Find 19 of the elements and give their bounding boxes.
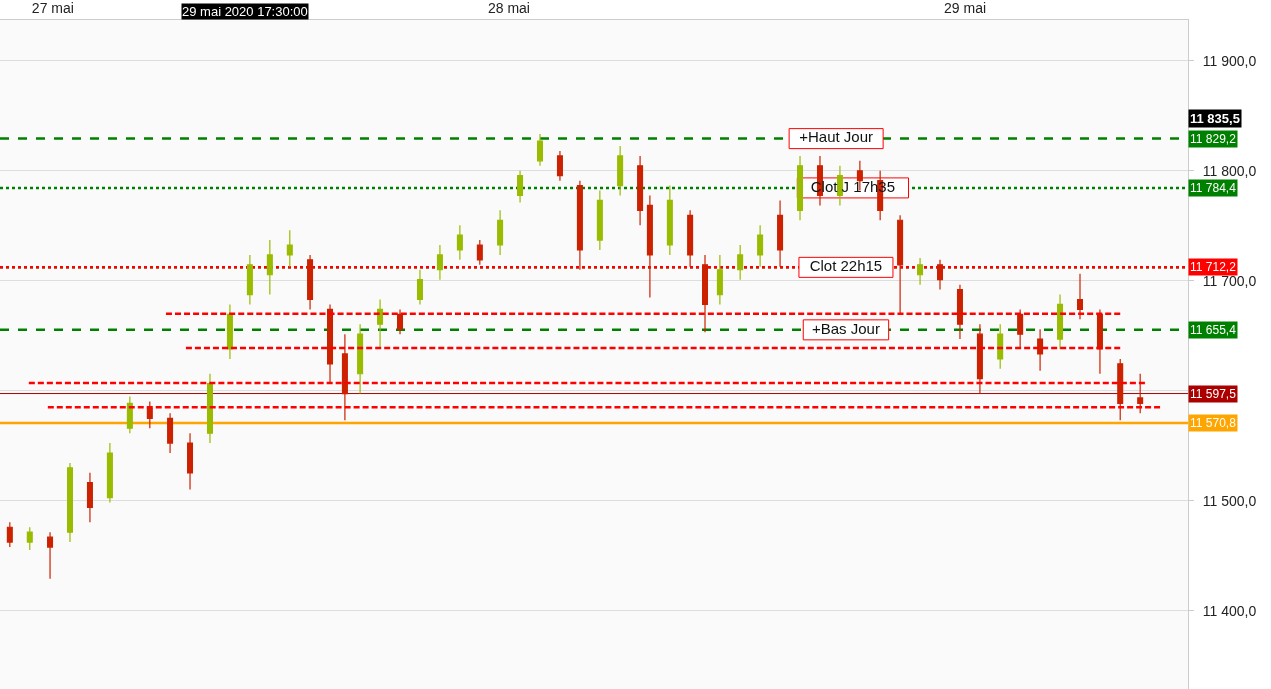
ref-line-label: 11 597,5 (1190, 387, 1237, 401)
y-tick-label: 11 800,0 (1202, 162, 1257, 179)
ref-line-label: 11 784,4 (1190, 181, 1237, 195)
x-tick-label: 27 mai (31, 0, 74, 17)
annotation: +Haut Jour (799, 128, 874, 146)
y-tick-label: 11 400,0 (1202, 602, 1257, 619)
ref-line-label: 11 570,8 (1190, 416, 1237, 430)
text: 29 mai 2020 17:30:00 (182, 4, 308, 19)
x-tick-label: 28 mai (487, 0, 530, 17)
x-tick-label: 29 mai (944, 0, 987, 17)
ref-line-label: 11 655,4 (1190, 323, 1237, 337)
y-tick-label: 11 900,0 (1202, 52, 1257, 69)
y-tick-label: 11 700,0 (1202, 272, 1257, 289)
text: 11 835,5 (1190, 111, 1240, 126)
ref-line-label: 11 829,2 (1190, 132, 1237, 146)
annotation: +Bas Jour (811, 319, 880, 337)
y-tick-label: 11 500,0 (1202, 492, 1257, 509)
ref-line-label: 11 712,2 (1190, 260, 1237, 274)
annotation: Clot 22h15 (809, 257, 883, 275)
